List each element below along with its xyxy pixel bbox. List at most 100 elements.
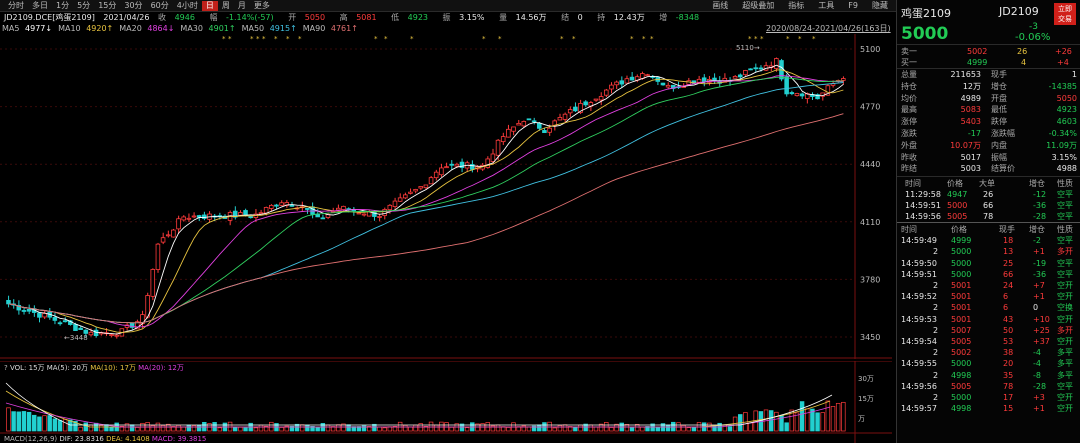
period-tab-2[interactable]: 1分 [56, 1, 70, 10]
volume-bar [310, 425, 315, 432]
stat-value: 5017 [960, 152, 981, 162]
period-tab-10[interactable]: 月 [237, 1, 246, 10]
volume-bar [392, 426, 398, 432]
tick-time: 2 [933, 247, 939, 257]
volume-bar [284, 425, 289, 432]
candle-body [269, 204, 274, 209]
tick-time: 14:59:51 [901, 269, 937, 279]
candle-body [160, 237, 166, 243]
tick-type: 空开 [1057, 314, 1073, 324]
ma-name: MA10 [58, 24, 81, 33]
tick-type: 多开 [1057, 325, 1073, 335]
candle-body [418, 186, 424, 189]
volume-bar [26, 411, 32, 432]
price-change-pct: -0.06% [1015, 32, 1051, 43]
volume-bar [68, 419, 73, 432]
tick-type: 空平 [1057, 381, 1073, 391]
volume-bar [263, 425, 269, 432]
candle-body [789, 92, 795, 95]
tick-row: 14:59:56 5005 78 -28 空平 [897, 381, 1080, 392]
period-tab-4[interactable]: 15分 [98, 1, 117, 10]
volume-bar [47, 415, 52, 432]
tick-size: 17 [1003, 393, 1014, 402]
oi-change-label: 增 [659, 13, 668, 22]
volume-bar [624, 424, 630, 432]
period-tab-6[interactable]: 60分 [150, 1, 169, 10]
change-value: -1.14%(-57) [226, 13, 274, 22]
volume-bar [655, 426, 661, 432]
trade-type: 空平 [1057, 190, 1073, 199]
candle-body [341, 205, 346, 210]
stat-label: 跌停 [991, 117, 1007, 127]
column-header: 大单 [979, 179, 995, 188]
candle-body [93, 329, 99, 337]
volume-bar [835, 402, 841, 432]
stats-row: 外盘 10.07万 内盘 11.09万 [897, 140, 1080, 151]
ma-legend: MA5 4977↓ MA10 4920↑ MA20 4864↓ MA30 4901↑ M… [2, 24, 364, 34]
toolbar-menu-item-2[interactable]: 指标 [788, 1, 805, 10]
candle-body [753, 67, 758, 70]
indicator-chart[interactable]: ? VOL: 15万 MA(5): 20万 MA(10): 17万 MA(20)… [0, 361, 892, 443]
tick-header: 时间 价格 现手 增仓 性质 [897, 224, 1080, 235]
candle-body [135, 321, 140, 330]
toolbar-menu: 画线 超级叠加 指标 工具 F9 隐藏 [712, 1, 888, 11]
toolbar-menu-item-0[interactable]: 画线 [712, 1, 729, 10]
candle-body [732, 76, 738, 79]
period-tab-0[interactable]: 分时 [8, 1, 24, 10]
stats-row: 最高 5083 最低 4923 [897, 104, 1080, 115]
volume-bar [119, 425, 125, 432]
event-star-icon: * [374, 35, 378, 43]
toolbar-menu-item-4[interactable]: F9 [848, 1, 858, 10]
candle-body [150, 269, 156, 297]
tick-type: 多开 [1057, 247, 1073, 257]
tick-type: 空开 [1057, 404, 1073, 414]
volume-bar [820, 412, 825, 432]
trade-size: 26 [983, 190, 994, 199]
trade-btn-line2: 交易 [1058, 15, 1072, 23]
date-range-label[interactable]: 2020/08/24-2021/04/26(163日) [766, 24, 891, 33]
candle-body [155, 243, 161, 270]
event-star-icon: * [630, 35, 634, 43]
stat-value: 4988 [1056, 164, 1077, 174]
trade-now-button[interactable]: 立即 交易 [1054, 3, 1076, 25]
tick-row: 14:59:52 5001 6 +1 空开 [897, 291, 1080, 302]
candle-body [78, 327, 83, 330]
toolbar-menu-item-3[interactable]: 工具 [818, 1, 835, 10]
tick-oi-change: -4 [1033, 348, 1041, 358]
tick-oi-change: -4 [1033, 359, 1041, 369]
period-tab-5[interactable]: 30分 [124, 1, 143, 10]
volume-bar [537, 424, 542, 432]
candle-body [382, 209, 387, 216]
tick-time: 14:59:54 [901, 337, 937, 346]
period-tab-1[interactable]: 多日 [32, 1, 48, 10]
y-axis-label: 5100 [860, 45, 880, 54]
ma-value: 4901↑ [208, 24, 236, 33]
period-tab-11[interactable]: 更多 [253, 1, 270, 10]
column-header: 性质 [1057, 225, 1073, 234]
toolbar-menu-item-5[interactable]: 隐藏 [872, 1, 888, 10]
period-tab-9[interactable]: 周 [221, 1, 230, 10]
period-tab-7[interactable]: 4小时 [176, 1, 198, 10]
amt-value: 0 [577, 13, 583, 22]
volume-bar [341, 423, 346, 432]
tick-type: 多平 [1057, 359, 1073, 369]
period-tab-8[interactable]: 日 [201, 1, 218, 11]
volume-bar [650, 423, 655, 432]
volume-bar [42, 415, 47, 432]
ma-name: MA20 [119, 24, 142, 33]
column-header: 时间 [901, 225, 917, 234]
tick-size: 43 [1003, 314, 1014, 324]
tick-oi-change: +1 [1033, 292, 1045, 302]
candle-body [619, 80, 625, 85]
tick-price: 5002 [951, 348, 972, 358]
volume-bar [830, 406, 836, 432]
candle-body [408, 191, 413, 194]
tick-row: 14:59:55 5000 20 -4 多平 [897, 358, 1080, 369]
candle-body [109, 334, 114, 337]
period-tab-3[interactable]: 5分 [77, 1, 91, 10]
stat-value: 5050 [1056, 93, 1077, 103]
toolbar-menu-item-1[interactable]: 超级叠加 [742, 1, 775, 10]
candle-body [536, 122, 542, 129]
candle-body [794, 93, 800, 97]
